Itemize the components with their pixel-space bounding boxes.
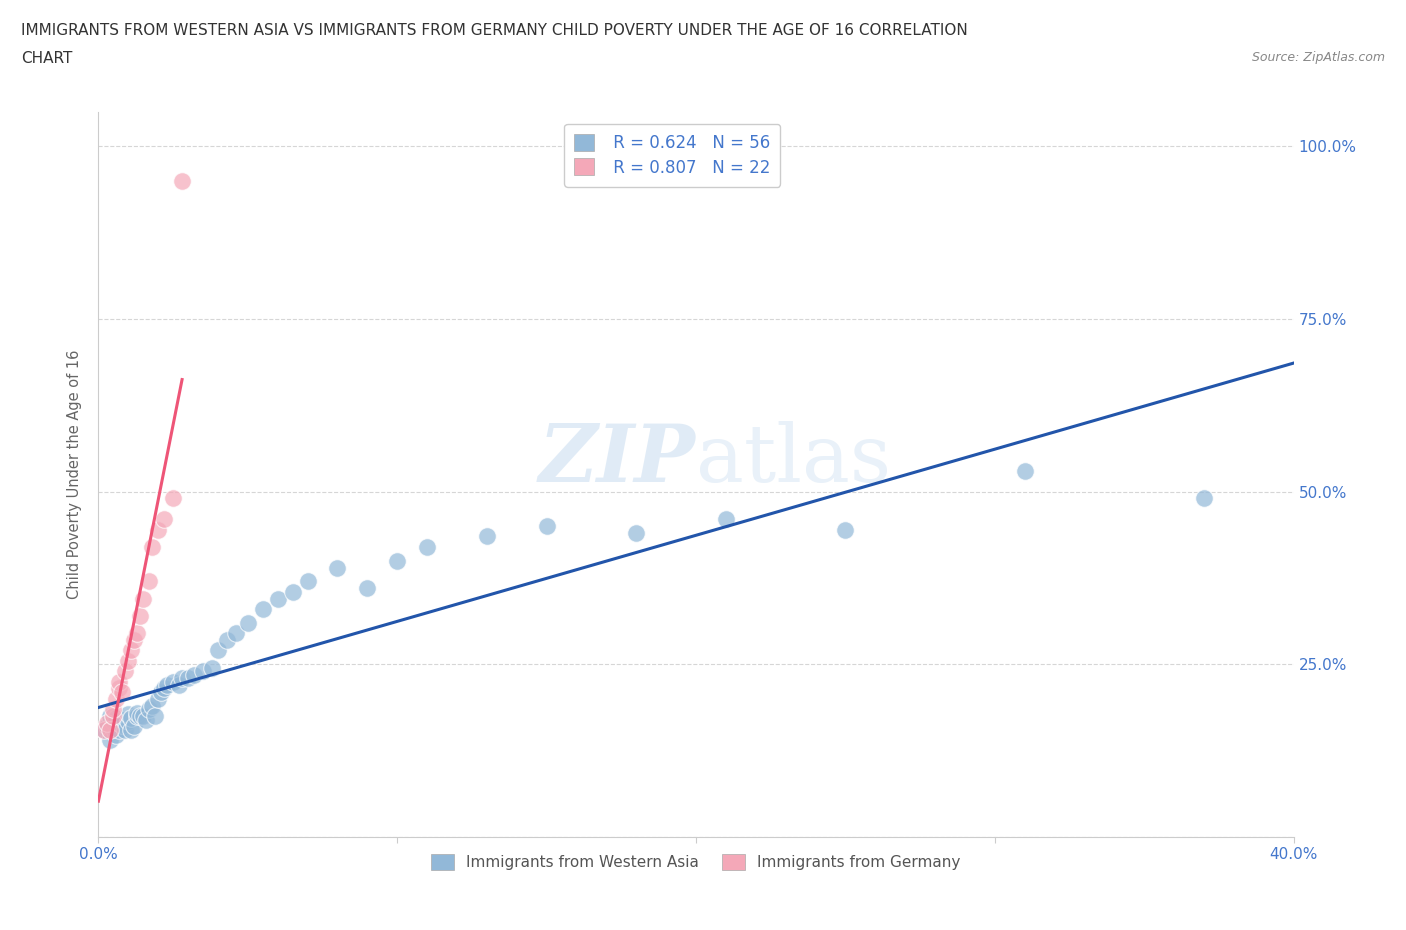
Point [267,591,290,606]
Point [172,671,194,685]
Text: ZIP: ZIP [538,421,696,498]
Point [127,626,149,641]
Point [215,632,238,647]
Point [105,711,128,725]
Text: CHART: CHART [21,51,73,66]
Point [191,664,214,679]
Point [124,632,146,647]
Point [129,608,152,623]
Point [536,519,558,534]
Point [162,674,184,689]
Point [167,678,190,693]
Point [98,723,122,737]
Point [153,681,176,696]
Point [1192,491,1215,506]
Point [141,539,163,554]
Point [132,591,155,606]
Point [103,709,125,724]
Point [98,733,122,748]
Point [172,173,194,188]
Point [103,713,125,728]
Point [96,715,118,730]
Point [117,713,139,728]
Point [416,539,439,554]
Point [108,674,131,689]
Point [1014,463,1036,478]
Point [114,723,136,737]
Point [143,709,166,724]
Point [141,698,163,713]
Point [138,702,160,717]
Point [129,709,152,724]
Point [114,664,136,679]
Point [111,718,134,733]
Point [117,654,139,669]
Point [201,660,224,675]
Point [834,522,856,537]
Legend: Immigrants from Western Asia, Immigrants from Germany: Immigrants from Western Asia, Immigrants… [425,848,967,876]
Point [124,719,146,734]
Point [127,705,149,720]
Point [135,712,157,727]
Point [108,681,131,696]
Point [183,667,205,682]
Text: atlas: atlas [696,420,891,498]
Point [148,522,170,537]
Point [281,584,304,599]
Point [103,702,125,717]
Point [326,560,349,575]
Point [111,684,134,699]
Point [120,723,142,737]
Point [356,581,378,596]
Point [111,712,134,727]
Point [93,723,115,737]
Point [103,721,125,736]
Point [156,678,179,693]
Point [117,707,139,722]
Point [236,616,259,631]
Point [98,709,122,724]
Point [162,491,184,506]
Point [108,715,131,730]
Point [475,529,498,544]
Point [177,671,200,685]
Point [120,643,142,658]
Point [108,723,131,737]
Point [93,723,115,737]
Point [120,711,142,725]
Point [225,626,247,641]
Point [626,525,648,540]
Point [252,602,274,617]
Text: Source: ZipAtlas.com: Source: ZipAtlas.com [1251,51,1385,64]
Point [297,574,319,589]
Point [132,709,155,724]
Point [207,643,229,658]
Point [385,553,409,568]
Point [96,719,118,734]
Y-axis label: Child Poverty Under the Age of 16: Child Poverty Under the Age of 16 [67,350,83,599]
Point [105,691,128,706]
Point [127,709,149,724]
Point [153,512,176,526]
Point [105,727,128,742]
Point [714,512,737,526]
Point [150,684,173,699]
Point [148,691,170,706]
Point [138,574,160,589]
Text: IMMIGRANTS FROM WESTERN ASIA VS IMMIGRANTS FROM GERMANY CHILD POVERTY UNDER THE : IMMIGRANTS FROM WESTERN ASIA VS IMMIGRAN… [21,23,967,38]
